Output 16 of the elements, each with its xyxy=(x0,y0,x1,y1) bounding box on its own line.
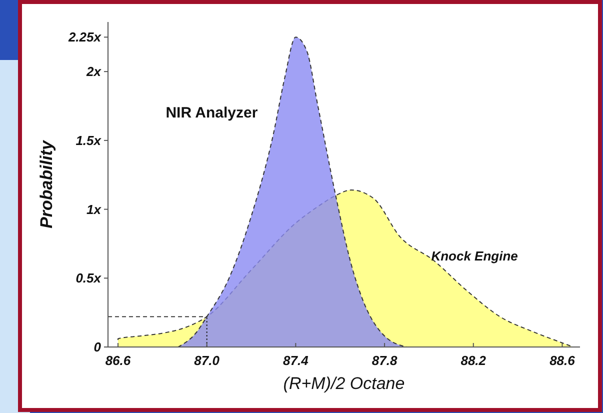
x-tick-label: 87.8 xyxy=(372,353,398,368)
y-tick-label: 1.5x xyxy=(76,132,102,148)
y-tick-label: 0 xyxy=(94,340,102,355)
x-tick-label: 87.4 xyxy=(283,353,310,368)
x-tick-label: 86.6 xyxy=(105,353,132,368)
x-tick-label: 88.6 xyxy=(550,353,576,368)
y-axis-title: Probability xyxy=(37,139,56,228)
x-axis-title: (R+M)/2 Octane xyxy=(283,374,405,393)
series-label: NIR Analyzer xyxy=(166,104,258,122)
series-label: Knock Engine xyxy=(431,248,518,264)
y-tick-label: 0.5x xyxy=(76,270,102,286)
x-tick-label: 88.2 xyxy=(460,353,487,368)
y-tick-label: 1x xyxy=(86,202,102,217)
y-tick-label: 2x xyxy=(86,64,102,80)
y-tick-label: 2.25x xyxy=(67,30,102,45)
x-tick-label: 87.0 xyxy=(194,353,220,368)
